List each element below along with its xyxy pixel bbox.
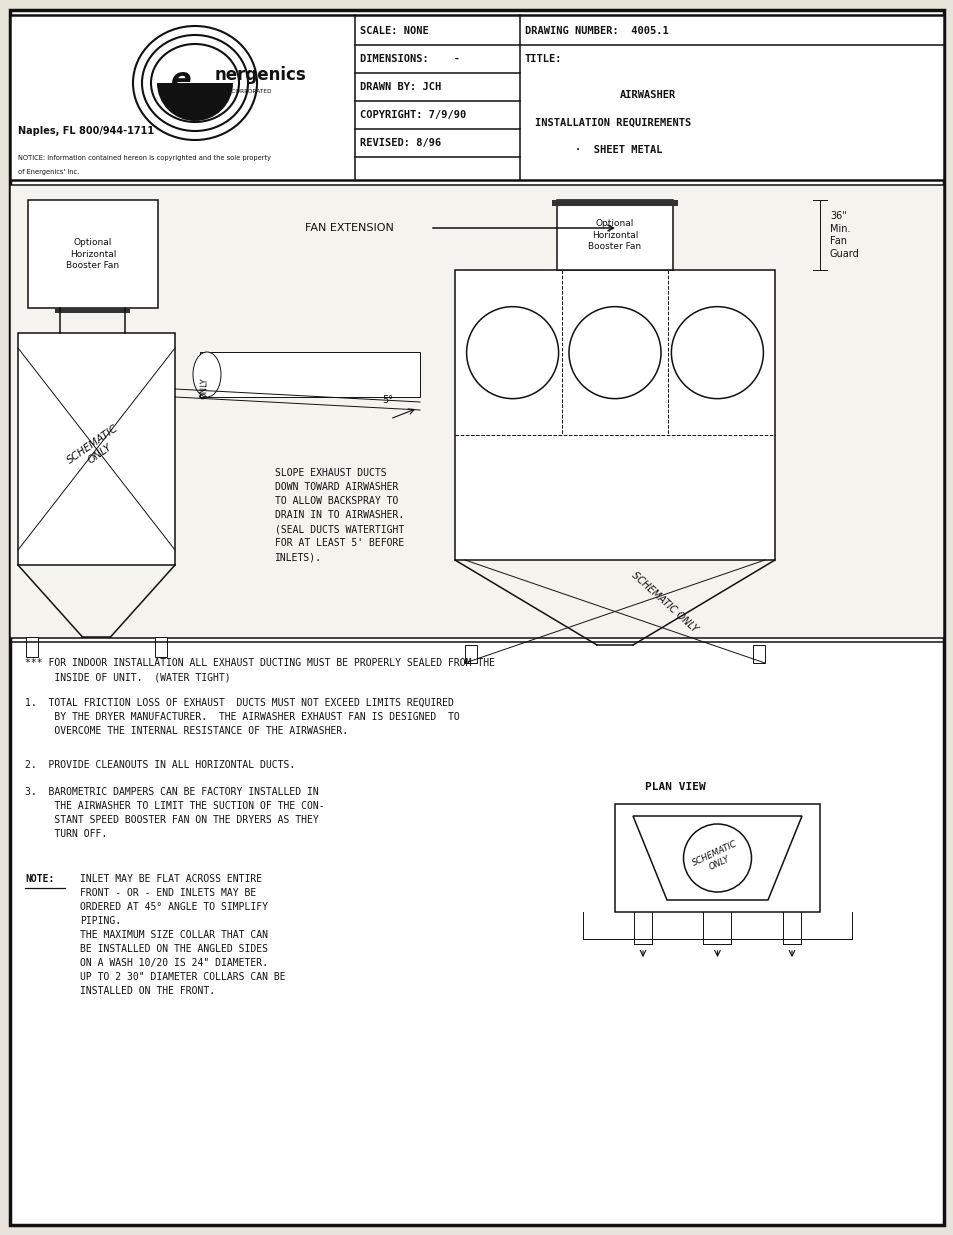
Text: SCHEMATIC ONLY: SCHEMATIC ONLY	[630, 569, 700, 634]
Text: ONLY: ONLY	[200, 377, 210, 399]
Bar	[557, 200, 672, 270]
Text: INSTALLATION REQUIREMENTS: INSTALLATION REQUIREMENTS	[535, 119, 691, 128]
Text: 2.  PROVIDE CLEANOUTS IN ALL HORIZONTAL DUCTS.: 2. PROVIDE CLEANOUTS IN ALL HORIZONTAL D…	[25, 760, 294, 769]
Text: SCHEMATIC
ONLY: SCHEMATIC ONLY	[691, 839, 743, 877]
Bar	[26, 637, 38, 657]
Bar	[455, 270, 774, 559]
Circle shape	[466, 306, 558, 399]
Text: Optional
Horizontal
Booster Fan: Optional Horizontal Booster Fan	[588, 219, 640, 251]
Text: COPYRIGHT: 7/9/90: COPYRIGHT: 7/9/90	[359, 110, 466, 120]
Text: PLAN VIEW: PLAN VIEW	[644, 782, 705, 792]
Bar	[18, 333, 174, 564]
Text: FAN EXTENSION: FAN EXTENSION	[305, 224, 394, 233]
Text: DIMENSIONS:    -: DIMENSIONS: -	[359, 54, 459, 64]
Text: INCORPORATED: INCORPORATED	[225, 89, 272, 94]
Text: 1.  TOTAL FRICTION LOSS OF EXHAUST  DUCTS MUST NOT EXCEED LIMITS REQUIRED
     B: 1. TOTAL FRICTION LOSS OF EXHAUST DUCTS …	[25, 698, 459, 736]
Text: of Energenics' Inc.: of Energenics' Inc.	[18, 169, 79, 175]
Bar	[200, 352, 419, 396]
Ellipse shape	[193, 352, 221, 396]
Text: REVISED: 8/96: REVISED: 8/96	[359, 138, 441, 148]
Ellipse shape	[132, 26, 256, 140]
Text: Optional
Horizontal
Booster Fan: Optional Horizontal Booster Fan	[67, 237, 119, 270]
Circle shape	[682, 824, 751, 892]
Circle shape	[671, 306, 762, 399]
Bar	[752, 645, 764, 663]
Text: AIRWASHER: AIRWASHER	[619, 90, 676, 100]
Text: DRAWING NUMBER:  4005.1: DRAWING NUMBER: 4005.1	[524, 26, 668, 36]
Ellipse shape	[142, 35, 248, 131]
Text: NOTICE: Information contained hereon is copyrighted and the sole property: NOTICE: Information contained hereon is …	[18, 156, 271, 161]
Bar	[615, 804, 820, 911]
Bar	[154, 637, 167, 657]
Bar	[28, 200, 158, 308]
Bar	[10, 185, 943, 638]
Text: nergenics: nergenics	[214, 65, 307, 84]
Text: DRAWN BY: JCH: DRAWN BY: JCH	[359, 82, 441, 91]
Text: 3.  BAROMETRIC DAMPERS CAN BE FACTORY INSTALLED IN
     THE AIRWASHER TO LIMIT T: 3. BAROMETRIC DAMPERS CAN BE FACTORY INS…	[25, 787, 324, 839]
Bar	[552, 200, 678, 206]
Text: ·  SHEET METAL: · SHEET METAL	[575, 144, 661, 156]
Bar	[10, 15, 943, 180]
Text: SCALE: NONE: SCALE: NONE	[359, 26, 428, 36]
Bar	[55, 308, 131, 312]
Text: e: e	[171, 65, 192, 95]
Text: *** FOR INDOOR INSTALLATION ALL EXHAUST DUCTING MUST BE PROPERLY SEALED FROM THE: *** FOR INDOOR INSTALLATION ALL EXHAUST …	[25, 658, 495, 682]
Polygon shape	[633, 816, 801, 900]
Bar	[464, 645, 476, 663]
Text: Naples, FL 800/944-1711: Naples, FL 800/944-1711	[18, 126, 154, 136]
Text: 5°: 5°	[381, 395, 393, 405]
Wedge shape	[157, 83, 233, 121]
Text: SLOPE EXHAUST DUCTS
DOWN TOWARD AIRWASHER
TO ALLOW BACKSPRAY TO
DRAIN IN TO AIRW: SLOPE EXHAUST DUCTS DOWN TOWARD AIRWASHE…	[274, 468, 404, 562]
Text: SCHEMATIC
ONLY: SCHEMATIC ONLY	[66, 422, 128, 475]
Text: INLET MAY BE FLAT ACROSS ENTIRE
FRONT - OR - END INLETS MAY BE
ORDERED AT 45° AN: INLET MAY BE FLAT ACROSS ENTIRE FRONT - …	[80, 874, 285, 995]
Text: TITLE:: TITLE:	[524, 54, 562, 64]
Circle shape	[568, 306, 660, 399]
Text: 36"
Min.
Fan
Guard: 36" Min. Fan Guard	[829, 211, 859, 258]
Text: NOTE:: NOTE:	[25, 874, 54, 884]
Ellipse shape	[151, 44, 239, 122]
